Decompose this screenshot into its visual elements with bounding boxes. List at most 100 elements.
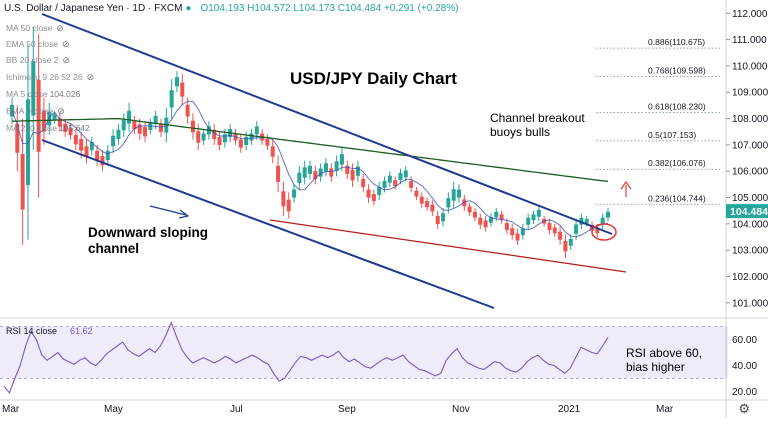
candle-body bbox=[510, 228, 515, 236]
candle-body bbox=[249, 133, 254, 141]
price-tick-label: 106.000 bbox=[732, 167, 768, 178]
price-tick-label: 108.000 bbox=[732, 114, 768, 125]
candle-body bbox=[212, 129, 217, 139]
candle-body bbox=[600, 217, 605, 225]
candle-body bbox=[446, 198, 451, 208]
candle-body bbox=[292, 189, 297, 198]
ma5-line bbox=[11, 100, 609, 238]
candle-body bbox=[302, 167, 307, 178]
direction-arrow-shaft bbox=[149, 205, 187, 216]
candle-body bbox=[558, 231, 563, 240]
candle-body bbox=[270, 146, 275, 157]
rsi-title: RSI 14 close bbox=[6, 326, 57, 336]
hidden-eye-icon[interactable]: ⊘ bbox=[62, 55, 70, 65]
candle-body bbox=[350, 169, 355, 181]
candle-body bbox=[63, 123, 68, 132]
market-status-dot-icon: ● bbox=[185, 3, 192, 14]
indicator-ema50[interactable]: EMA 50 close ⊘ bbox=[6, 39, 70, 49]
candle-body bbox=[95, 150, 100, 161]
candle-body bbox=[387, 175, 392, 183]
candle-body bbox=[217, 136, 222, 145]
candle-body bbox=[430, 204, 435, 212]
candle-body bbox=[435, 215, 440, 224]
candle-body bbox=[361, 179, 366, 188]
breakout-note-line1: Channel breakout bbox=[490, 111, 585, 125]
candle-body bbox=[15, 123, 20, 153]
indicator-ema9[interactable]: EMA 9 close ⊘ bbox=[6, 106, 65, 116]
fib-level-label: 0.382(106.076) bbox=[648, 158, 706, 168]
candle-body bbox=[169, 90, 174, 108]
candle-body bbox=[457, 189, 461, 198]
indicator-ma50[interactable]: MA 50 close ⊘ bbox=[6, 23, 64, 33]
candle-body bbox=[568, 238, 573, 246]
ma200-line bbox=[11, 117, 609, 183]
candle-body bbox=[334, 161, 339, 171]
candle-body bbox=[68, 128, 73, 136]
candle-body bbox=[244, 136, 249, 145]
indicator-ma5[interactable]: MA 5 close 104.026 bbox=[6, 89, 81, 99]
candle-body bbox=[174, 77, 179, 87]
candle-body bbox=[100, 156, 105, 166]
indicator-ichimoku[interactable]: Ichimoku 9 26 52 26 ⊘ bbox=[6, 72, 95, 82]
candle-body bbox=[441, 213, 446, 222]
candle-body bbox=[57, 118, 62, 127]
symbol-label[interactable]: U.S. Dollar / Japanese Yen · 1D · FXCM bbox=[4, 3, 183, 14]
chart-title: USD/JPY Daily Chart bbox=[290, 69, 457, 88]
rsi-value: 61.62 bbox=[70, 326, 93, 336]
candle-body bbox=[552, 227, 557, 234]
candle-body bbox=[190, 120, 195, 133]
candle-body bbox=[127, 110, 132, 124]
candle-body bbox=[393, 180, 398, 186]
time-tick-label: Sep bbox=[338, 404, 356, 415]
candle-body bbox=[79, 139, 84, 151]
hidden-eye-icon[interactable]: ⊘ bbox=[57, 106, 65, 116]
fib-level-label: 0.5(107.153) bbox=[648, 130, 696, 140]
candle-body bbox=[467, 206, 472, 213]
indicator-ma5-value: 104.026 bbox=[49, 89, 81, 99]
candle-body bbox=[281, 191, 286, 207]
breakout-arrow-head-icon bbox=[620, 180, 632, 190]
candle-body bbox=[478, 217, 483, 225]
candle-body bbox=[526, 217, 531, 225]
rsi-note-line1: RSI above 60, bbox=[626, 346, 702, 360]
candle-body bbox=[153, 115, 158, 124]
candle-body bbox=[483, 220, 488, 228]
channel-upper-line bbox=[41, 13, 613, 235]
fib-level-label: 0.236(104.744) bbox=[648, 193, 706, 203]
settings-gear-icon[interactable]: ⚙ bbox=[738, 401, 750, 416]
indicator-ma200[interactable]: MA 200 close 105.642 bbox=[6, 123, 90, 133]
channel-lower-line bbox=[41, 139, 495, 309]
candle-body bbox=[10, 104, 14, 117]
hidden-eye-icon[interactable]: ⊘ bbox=[61, 39, 70, 49]
indicator-bb20[interactable]: BB 20 close 2 ⊘ bbox=[6, 55, 70, 65]
candle-body bbox=[595, 227, 600, 234]
candle-body bbox=[105, 150, 110, 161]
rsi-note-line2: bias higher bbox=[626, 360, 685, 374]
candle-body bbox=[137, 124, 142, 134]
candle-body bbox=[339, 154, 344, 165]
candle-body bbox=[201, 133, 206, 141]
hidden-eye-icon[interactable]: ⊘ bbox=[56, 23, 64, 33]
breakout-circle bbox=[591, 223, 617, 241]
candle-body bbox=[41, 110, 46, 132]
candle-body bbox=[89, 142, 94, 151]
candle-body bbox=[425, 201, 430, 208]
breakout-note-line2: buoys bulls bbox=[490, 125, 550, 139]
price-tick-label: 104.000 bbox=[732, 219, 768, 230]
candle-body bbox=[121, 119, 126, 131]
candle-body bbox=[254, 126, 259, 135]
candle-body bbox=[520, 228, 525, 236]
candle-body bbox=[345, 165, 350, 174]
candle-body bbox=[73, 134, 78, 145]
candle-body bbox=[265, 138, 270, 146]
channel-note-line1: Downward sloping bbox=[88, 225, 208, 240]
candle-body bbox=[20, 153, 25, 210]
hidden-eye-icon[interactable]: ⊘ bbox=[86, 72, 95, 82]
candle-body bbox=[494, 211, 499, 218]
candle-body bbox=[472, 211, 477, 218]
candle-body bbox=[31, 61, 36, 116]
candle-body bbox=[276, 165, 281, 182]
candle-body bbox=[52, 114, 57, 121]
price-tick-label: 107.000 bbox=[732, 140, 768, 151]
